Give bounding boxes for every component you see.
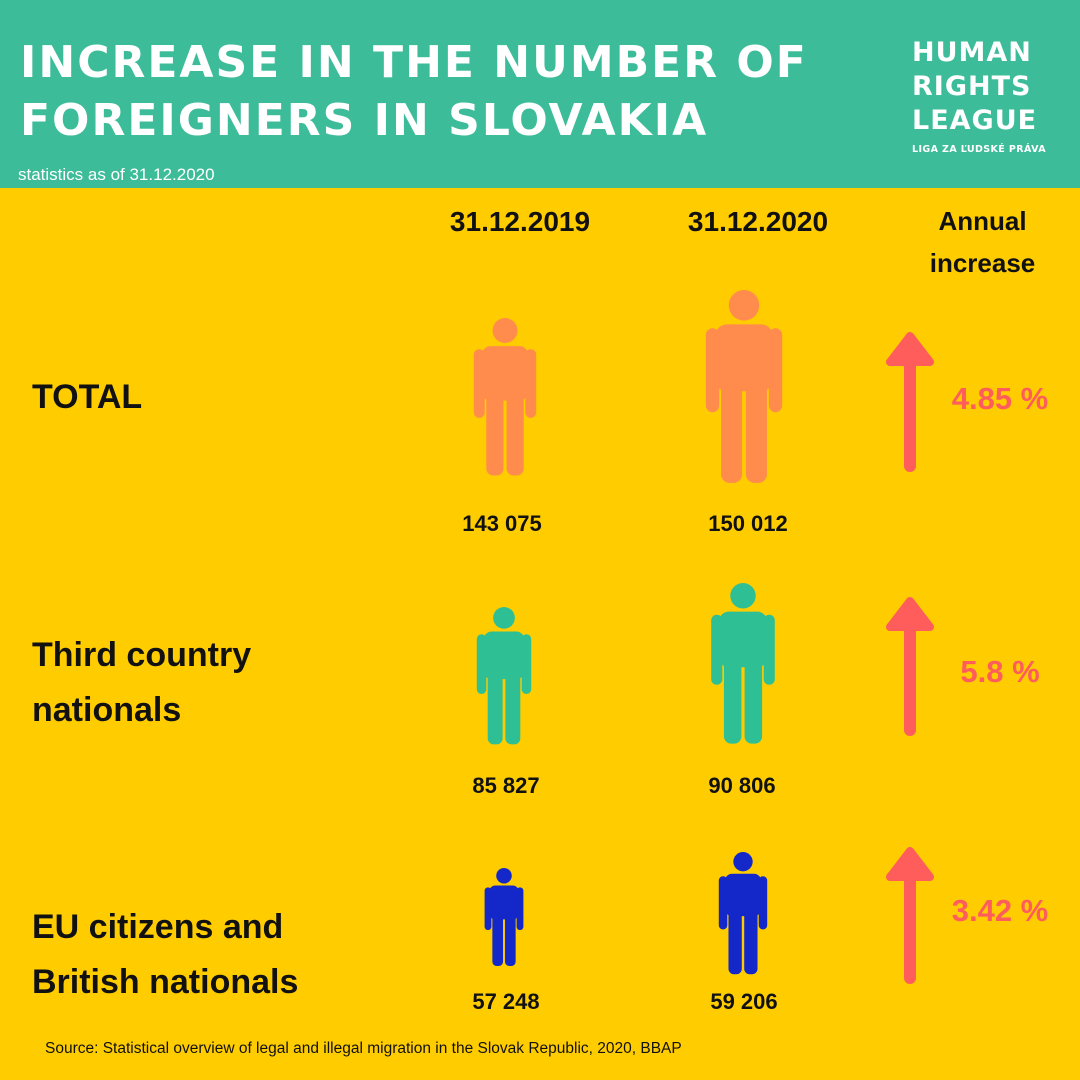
row-label-total: TOTAL [32, 370, 142, 425]
row-label-eu-line-2: British nationals [32, 963, 299, 1001]
person-icon-eu-2019 [484, 868, 524, 966]
person-icon-third-2019 [476, 607, 532, 745]
logo-tagline: LIGA ZA ĽUDSKÉ PRÁVA [912, 144, 1046, 155]
row-label-third-line-2: nationals [32, 691, 182, 729]
up-arrow-icon [886, 847, 934, 984]
page-title: INCREASE IN THE NUMBER OF FOREIGNERS IN … [20, 34, 880, 150]
increase-third-country: 5.8 % [960, 654, 1040, 689]
up-arrow-icon [886, 597, 934, 736]
column-header-2019: 31.12.2019 [449, 206, 591, 237]
column-header-increase: Annual increase [920, 200, 1045, 284]
title-line-1: INCREASE IN THE NUMBER OF [20, 37, 808, 88]
header-banner: INCREASE IN THE NUMBER OF FOREIGNERS IN … [0, 0, 1080, 188]
person-icon-third-2020 [711, 583, 775, 744]
row-label-total-line-1: TOTAL [32, 378, 143, 416]
value-third-2019: 85 827 [472, 773, 540, 798]
logo-line-1: HUMAN [912, 37, 1032, 68]
column-header-2020: 31.12.2020 [687, 206, 829, 237]
subtitle: statistics as of 31.12.2020 [18, 165, 215, 184]
value-total-2019: 143 075 [462, 511, 542, 536]
human-rights-league-logo: HUMAN RIGHTS LEAGUE LIGA ZA ĽUDSKÉ PRÁVA [912, 36, 1062, 155]
person-icon-eu-2020 [718, 852, 768, 975]
up-arrow-icon [886, 332, 934, 472]
increase-total: 4.85 % [951, 381, 1049, 416]
value-third-2020: 90 806 [708, 773, 776, 798]
value-total-2020: 150 012 [708, 511, 788, 536]
person-icon-total-2020 [705, 290, 783, 483]
value-eu-2019: 57 248 [472, 989, 540, 1014]
row-label-third-country: Third country nationals [32, 628, 251, 738]
row-label-eu: EU citizens and British nationals [32, 900, 298, 1010]
source-note: Source: Statistical overview of legal an… [45, 1040, 682, 1057]
row-label-eu-line-1: EU citizens and [32, 908, 284, 946]
increase-header-line-2: increase [929, 248, 1036, 278]
logo-line-3: LEAGUE [912, 105, 1038, 136]
increase-eu: 3.42 % [951, 893, 1049, 928]
logo-line-2: RIGHTS [912, 71, 1032, 102]
increase-header-line-1: Annual [938, 206, 1027, 236]
row-label-third-line-1: Third country [32, 636, 252, 674]
person-icon-total-2019 [473, 318, 537, 476]
value-eu-2020: 59 206 [710, 989, 778, 1014]
title-line-2: FOREIGNERS IN SLOVAKIA [20, 95, 709, 146]
